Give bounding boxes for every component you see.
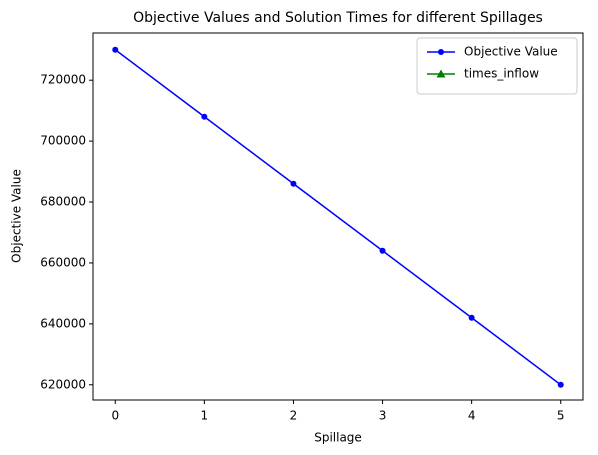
legend-label: times_inflow — [464, 67, 539, 81]
legend-marker — [438, 49, 444, 55]
y-tick-label: 640000 — [40, 316, 86, 330]
legend-marker — [436, 69, 446, 78]
marker — [201, 113, 208, 120]
chart-title: Objective Values and Solution Times for … — [133, 10, 543, 26]
series-line — [114, 49, 562, 386]
x-tick-label: 5 — [557, 409, 565, 423]
marker — [290, 180, 297, 187]
marker — [112, 46, 119, 53]
y-tick-label: 700000 — [40, 134, 86, 148]
x-tick-label: 3 — [379, 409, 387, 423]
y-axis-label: Objective Value — [10, 169, 24, 263]
x-tick-label: 4 — [468, 409, 476, 423]
legend-box — [416, 37, 578, 95]
y-tick-label: 720000 — [40, 73, 86, 87]
x-tick-label: 1 — [201, 409, 209, 423]
marker — [468, 314, 475, 321]
plot-frame — [92, 32, 584, 401]
x-axis-label: Spillage — [314, 431, 362, 445]
legend-label: Objective Value — [464, 45, 558, 59]
marker — [379, 247, 386, 254]
y-tick-label: 660000 — [40, 255, 86, 269]
x-tick-label: 0 — [111, 409, 119, 423]
marker — [557, 381, 564, 388]
y-tick-label: 680000 — [40, 195, 86, 209]
x-tick-label: 2 — [290, 409, 298, 423]
y-tick-label: 620000 — [40, 377, 86, 391]
